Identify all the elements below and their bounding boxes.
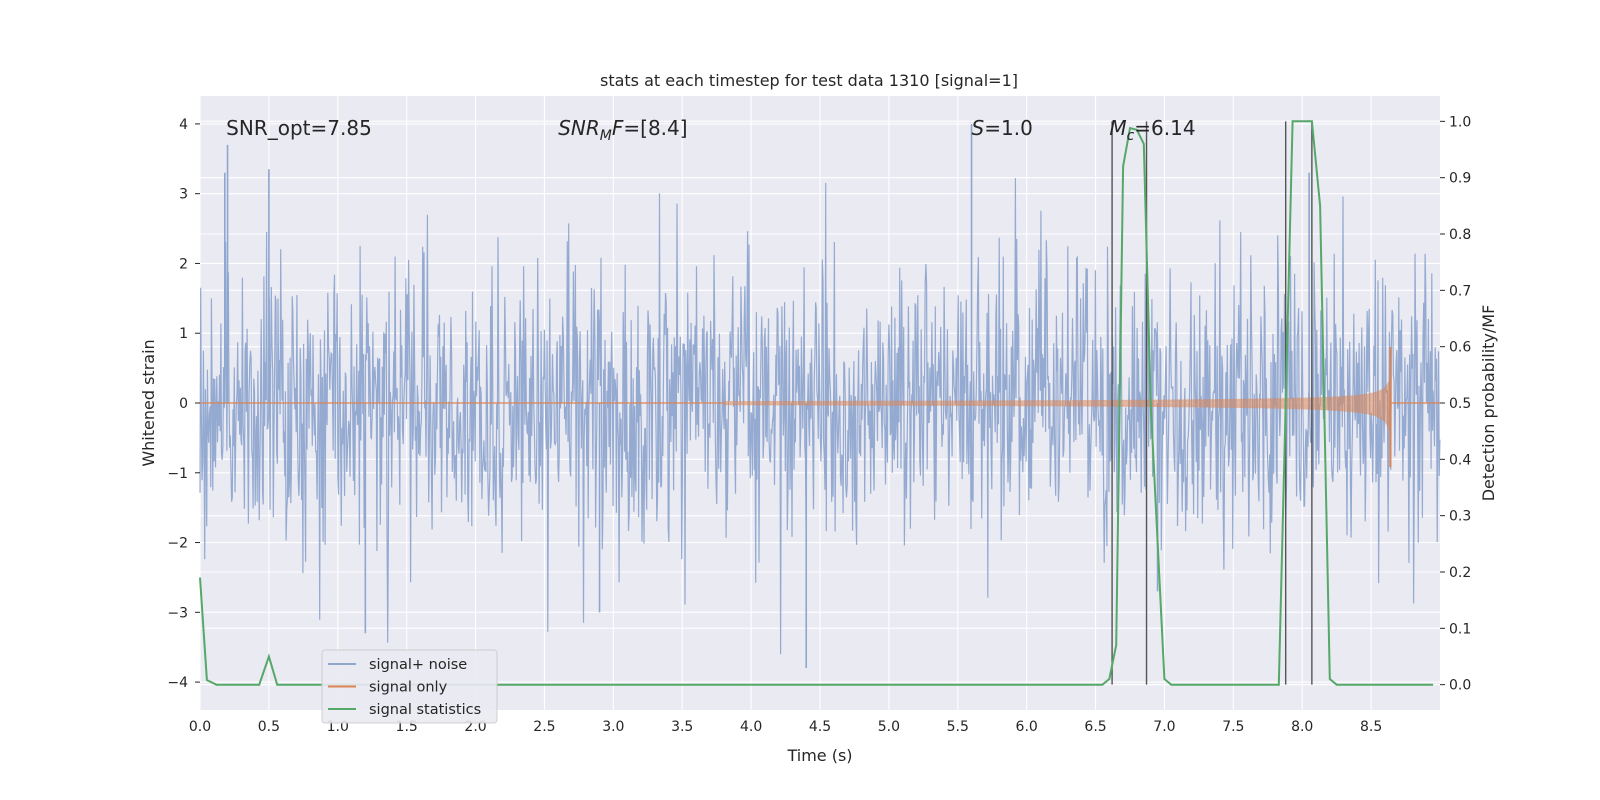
annotation-chirp-mass: Mc=6.14 — [1109, 116, 1195, 144]
legend-label-1: signal only — [369, 680, 448, 696]
x-tick-label-11: 5.5 — [947, 719, 969, 735]
x-tick-label-7: 3.5 — [671, 719, 693, 735]
y-left-tick-label-7: −3 — [167, 605, 188, 621]
y-right-tick-label-7: 0.3 — [1449, 509, 1471, 525]
x-tick-label-10: 5.0 — [878, 719, 900, 735]
x-tick-label-16: 8.0 — [1291, 719, 1313, 735]
legend-box — [321, 649, 498, 724]
y-left-tick-label-8: −4 — [167, 675, 188, 691]
x-tick-label-17: 8.5 — [1360, 719, 1382, 735]
y-axis-right-ticks: 1.0 0.9 0.8 0.7 0.6 0.5 0.4 0.3 0.2 0.1 0.0 — [1440, 114, 1471, 694]
y-right-tick-label-5: 0.5 — [1449, 396, 1471, 412]
y-left-tick-label-1: 3 — [179, 187, 188, 203]
y-axis-right-label: Detection probability/MF — [1479, 305, 1498, 502]
chart-title: stats at each timestep for test data 131… — [600, 71, 1018, 90]
y-left-tick-label-5: −1 — [167, 466, 188, 482]
annotation-snr-mf: SNRMF=[8.4] — [558, 116, 687, 144]
y-right-tick-label-3: 0.7 — [1449, 283, 1471, 299]
y-right-tick-label-4: 0.6 — [1449, 340, 1471, 356]
y-right-tick-label-6: 0.4 — [1449, 452, 1471, 468]
y-right-tick-label-9: 0.1 — [1449, 621, 1471, 637]
x-tick-label-5: 2.5 — [533, 719, 555, 735]
y-left-tick-label-0: 4 — [179, 117, 188, 133]
y-right-tick-label-2: 0.8 — [1449, 227, 1471, 243]
x-tick-label-15: 7.5 — [1222, 719, 1244, 735]
y-axis-left-label: Whitened strain — [139, 339, 158, 466]
y-right-tick-label-0: 1.0 — [1449, 114, 1471, 130]
x-tick-label-0: 0.0 — [189, 719, 211, 735]
x-tick-label-1: 0.5 — [258, 719, 280, 735]
noise-trace — [199, 178, 1441, 655]
legend: signal+ noise signal only signal statistic… — [321, 649, 498, 724]
series-signal-only — [200, 347, 1440, 468]
annotation-s-stat: S=1.0 — [972, 116, 1033, 140]
x-tick-label-6: 3.0 — [602, 719, 624, 735]
x-tick-label-9: 4.5 — [809, 719, 831, 735]
y-right-tick-label-1: 0.9 — [1449, 171, 1471, 187]
x-tick-label-14: 7.0 — [1153, 719, 1175, 735]
series-signal-plus-noise — [199, 123, 1441, 669]
y-left-tick-label-6: −2 — [167, 536, 188, 552]
stats-line — [199, 120, 1434, 686]
y-right-tick-label-10: 0.0 — [1449, 678, 1471, 694]
legend-label-0: signal+ noise — [369, 657, 467, 673]
y-left-tick-label-4: 0 — [179, 396, 188, 412]
y-right-tick-label-8: 0.2 — [1449, 565, 1471, 581]
y-axis-left-ticks: 4 3 2 1 0 −1 −2 −3 −4 — [167, 117, 200, 691]
signal-envelope — [723, 379, 1392, 432]
x-axis-ticks: 0.0 0.5 1.0 1.5 2.0 2.5 3.0 3.5 4.0 4.5 5.0 5.5 6.0 6… — [189, 719, 1382, 735]
y-left-tick-label-3: 1 — [179, 326, 188, 342]
x-tick-label-8: 4.0 — [740, 719, 762, 735]
y-left-tick-label-2: 2 — [179, 256, 188, 272]
legend-label-2: signal statistics — [369, 702, 481, 718]
annotations: SNR_opt=7.85 SNRMF=[8.4] S=1.0 Mc=6.14 — [226, 116, 1195, 144]
series-signal-statistics — [199, 120, 1434, 686]
x-axis-label: Time (s) — [786, 746, 852, 765]
x-tick-label-13: 6.5 — [1084, 719, 1106, 735]
x-tick-label-12: 6.0 — [1016, 719, 1038, 735]
annotation-snr-opt: SNR_opt=7.85 — [226, 116, 372, 140]
